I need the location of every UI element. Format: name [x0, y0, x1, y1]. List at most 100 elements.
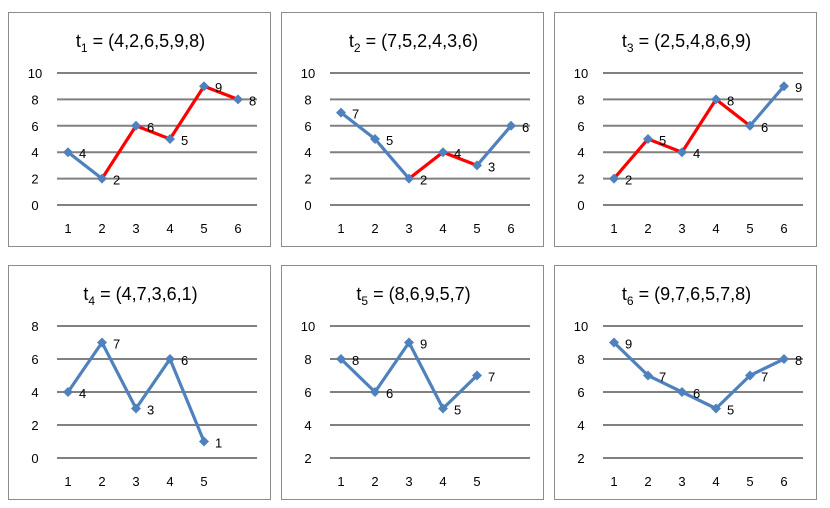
- highlight-segment: [100, 124, 138, 181]
- highlight-segment: [441, 150, 479, 167]
- data-point: [404, 173, 414, 184]
- x-tick-label: 2: [98, 221, 105, 236]
- y-tick-label: 4: [304, 418, 311, 433]
- data-point: [63, 147, 73, 158]
- y-tick-label: 2: [577, 172, 584, 187]
- chart-title: t3 = (2,5,4,8,6,9): [622, 31, 751, 55]
- data-label: 4: [454, 146, 461, 161]
- y-tick-label: 6: [31, 352, 38, 367]
- data-label: 5: [727, 403, 734, 418]
- series-segment: [748, 84, 786, 128]
- chart-title: t1 = (4,2,6,5,9,8): [76, 31, 205, 55]
- x-tick-label: 5: [746, 221, 753, 236]
- data-point: [199, 81, 209, 92]
- data-point: [745, 370, 755, 381]
- data-label: 3: [147, 403, 154, 418]
- y-tick-label: 4: [304, 145, 311, 160]
- data-label: 1: [215, 436, 222, 451]
- y-tick-label: 2: [31, 418, 38, 433]
- data-label: 4: [79, 146, 86, 161]
- x-tick-label: 2: [371, 474, 378, 489]
- data-point: [779, 81, 789, 92]
- highlight-segment: [202, 84, 240, 102]
- data-label: 5: [181, 133, 188, 148]
- x-tick-label: 4: [439, 474, 446, 489]
- y-tick-label: 6: [577, 119, 584, 134]
- data-point: [131, 120, 141, 131]
- series-segment: [714, 373, 752, 411]
- x-tick-label: 2: [371, 221, 378, 236]
- data-point: [472, 370, 482, 381]
- series-segment: [100, 340, 138, 411]
- x-tick-label: 2: [98, 474, 105, 489]
- series-segment: [646, 373, 684, 394]
- series-segment: [475, 124, 513, 167]
- series-segment: [66, 340, 104, 394]
- chart-title: t5 = (8,6,9,5,7): [356, 284, 470, 308]
- x-tick-label: 4: [712, 221, 719, 236]
- x-tick-label: 4: [439, 221, 446, 236]
- data-point: [506, 120, 516, 131]
- y-tick-label: 0: [577, 198, 584, 213]
- x-tick-label: 1: [337, 474, 344, 489]
- data-label: 7: [659, 370, 666, 385]
- data-label: 9: [215, 80, 222, 95]
- chart-panel-6: t6 = (9,7,6,5,7,8) 2 4 6 8 10 1 2 3 4 5 6 9 7 6 5 7 8: [554, 265, 817, 500]
- data-point: [609, 337, 619, 348]
- highlight-segment: [680, 97, 718, 154]
- x-tick-label: 1: [64, 221, 71, 236]
- y-tick-label: 8: [304, 92, 311, 107]
- data-point: [711, 403, 721, 414]
- x-tick-label: 3: [405, 221, 412, 236]
- data-label: 6: [386, 386, 393, 401]
- data-point: [472, 160, 482, 171]
- y-tick-label: 8: [31, 319, 38, 334]
- x-tick-label: 1: [610, 474, 617, 489]
- x-tick-label: 3: [405, 474, 412, 489]
- highlight-segment: [646, 137, 684, 154]
- x-tick-label: 5: [200, 221, 207, 236]
- y-tick-label: 2: [304, 451, 311, 466]
- y-tick-label: 6: [31, 119, 38, 134]
- x-tick-label: 6: [780, 474, 787, 489]
- data-point: [438, 147, 448, 158]
- y-tick-label: 4: [577, 418, 584, 433]
- series-segment: [134, 357, 172, 411]
- data-point: [165, 354, 175, 364]
- x-tick-label: 2: [644, 221, 651, 236]
- series-segment: [748, 357, 786, 378]
- chart-panel-5: t5 = (8,6,9,5,7) 2 4 6 8 10 1 2 3 4 5 8 6 9 5 7: [281, 265, 544, 500]
- data-label: 6: [522, 120, 529, 135]
- highlight-segment: [407, 150, 445, 181]
- data-point: [370, 387, 380, 397]
- y-tick-label: 10: [301, 66, 315, 81]
- y-tick-label: 0: [31, 198, 38, 213]
- series-segment: [339, 110, 377, 141]
- data-label: 7: [113, 337, 120, 352]
- data-point: [404, 337, 414, 348]
- series-segment: [373, 137, 411, 181]
- y-tick-label: 8: [31, 92, 38, 107]
- data-point: [438, 403, 448, 414]
- series-segment: [441, 373, 479, 411]
- chart-panel-3: t3 = (2,5,4,8,6,9) 0 2 4 6 8 10 1 2 3 4 5 6 2 5 4 8 6 9: [554, 12, 817, 247]
- y-tick-label: 4: [31, 145, 38, 160]
- x-tick-label: 3: [132, 221, 139, 236]
- data-label: 7: [488, 370, 495, 385]
- data-point: [643, 370, 653, 381]
- chart-title: t2 = (7,5,2,4,3,6): [349, 31, 478, 55]
- x-tick-label: 6: [234, 221, 241, 236]
- y-tick-label: 10: [574, 66, 588, 81]
- data-point: [677, 387, 687, 397]
- data-label: 4: [693, 146, 700, 161]
- data-point: [97, 337, 107, 348]
- y-tick-label: 10: [28, 66, 42, 81]
- data-point: [779, 354, 789, 364]
- highlight-segment: [134, 124, 172, 141]
- data-point: [745, 120, 755, 131]
- data-point: [336, 354, 346, 364]
- data-label: 6: [181, 353, 188, 368]
- x-tick-label: 4: [166, 474, 173, 489]
